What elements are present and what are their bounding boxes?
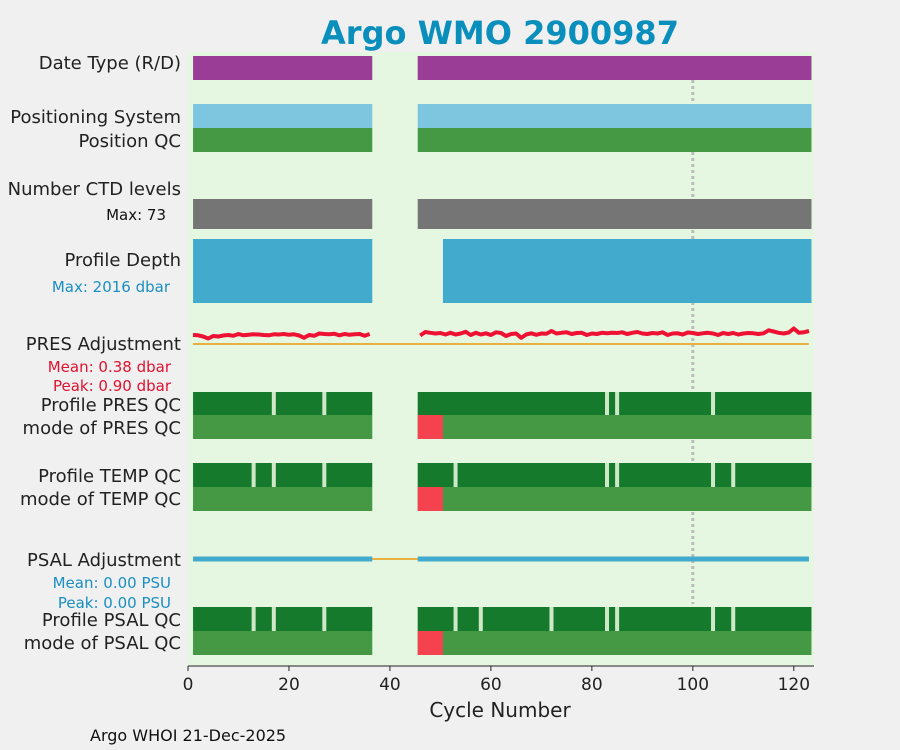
pres-adjustment-series — [192, 326, 810, 341]
mode-pres-qc-bar-seg-0 — [193, 415, 373, 439]
label-position-qc: Position QC — [78, 131, 181, 152]
label-profile-depth: Profile Depth — [64, 250, 181, 271]
profile-temp-qc-gap-104 — [711, 463, 716, 487]
profile-psal-qc-gap-85 — [615, 607, 620, 631]
label-mode-temp-qc: mode of TEMP QC — [20, 489, 181, 510]
ctd-levels-max: Max: 73 — [106, 206, 166, 224]
positioning-system-bar-seg-0 — [193, 104, 373, 128]
label-profile-temp-qc: Profile TEMP QC — [38, 466, 181, 487]
position-qc-bar-seg-0 — [193, 128, 373, 152]
mode-psal-qc-bad-0 — [417, 631, 443, 655]
profile-temp-qc-gap-17 — [271, 463, 276, 487]
label-date-type: Date Type (R/D) — [39, 53, 181, 74]
profile-psal-qc-bar-seg-1 — [417, 607, 812, 631]
profile-pres-qc-gap-104 — [711, 392, 716, 415]
label-mode-pres-qc: mode of PRES QC — [23, 418, 181, 439]
mode-temp-qc-bar-seg-1 — [417, 487, 812, 511]
date-type-bar-seg-1 — [417, 56, 812, 80]
profile-depth-bar-seg-0 — [193, 239, 373, 303]
profile-depth-max: Max: 2016 dbar — [52, 278, 171, 296]
row-labels: Date Type (R/D) Positioning System Posit… — [8, 53, 181, 654]
profile-temp-qc-gap-108 — [731, 463, 736, 487]
pres-adj-mean: Mean: 0.38 dbar — [48, 358, 172, 376]
footer-note: Argo WHOI 21-Dec-2025 — [90, 726, 286, 745]
profile-psal-qc-gap-13 — [251, 607, 256, 631]
profile-temp-qc-gap-85 — [615, 463, 620, 487]
x-tick-label-40: 40 — [379, 675, 401, 695]
chart-title: Argo WMO 2900987 — [321, 14, 679, 52]
profile-pres-qc-gap-27 — [322, 392, 327, 415]
profile-temp-qc-gap-27 — [322, 463, 327, 487]
plot-background — [188, 52, 814, 666]
profile-psal-qc-gap-83 — [605, 607, 610, 631]
profile-psal-qc-gap-72 — [549, 607, 554, 631]
chart-marks — [192, 56, 812, 655]
position-qc-bar-seg-1 — [417, 128, 812, 152]
profile-depth-bar-seg-1 — [442, 239, 812, 303]
profile-psal-qc-gap-53 — [453, 607, 458, 631]
mode-pres-qc-bad-0 — [417, 415, 443, 439]
positioning-system-bar-seg-1 — [417, 104, 812, 128]
mode-temp-qc-bar-seg-0 — [193, 487, 373, 511]
profile-psal-qc-gap-104 — [711, 607, 716, 631]
x-tick-label-100: 100 — [677, 675, 709, 695]
x-tick-label-0: 0 — [183, 675, 194, 695]
profile-temp-qc-gap-13 — [251, 463, 256, 487]
mode-psal-qc-bar-seg-1 — [417, 631, 812, 655]
label-pres-adjustment: PRES Adjustment — [26, 334, 181, 355]
profile-psal-qc-gap-17 — [271, 607, 276, 631]
profile-psal-qc-gap-58 — [478, 607, 483, 631]
date-type-bar-seg-0 — [193, 56, 373, 80]
profile-psal-qc-bar-seg-0 — [193, 607, 373, 631]
profile-pres-qc-gap-85 — [615, 392, 620, 415]
x-tick-label-20: 20 — [278, 675, 300, 695]
profile-temp-qc-bar-seg-1 — [417, 463, 812, 487]
mode-temp-qc-bad-0 — [417, 487, 443, 511]
label-positioning-system: Positioning System — [10, 107, 181, 128]
x-axis-label: Cycle Number — [429, 698, 571, 722]
profile-temp-qc-gap-83 — [605, 463, 610, 487]
profile-pres-qc-gap-17 — [271, 392, 276, 415]
psal-adj-peak: Peak: 0.00 PSU — [58, 594, 171, 612]
mode-psal-qc-bar-seg-0 — [193, 631, 373, 655]
x-axis-ticks: 0 20 40 60 80 100 120 — [183, 666, 810, 695]
psal-adj-mean: Mean: 0.00 PSU — [53, 574, 171, 592]
x-tick-label-60: 60 — [480, 675, 502, 695]
label-psal-adjustment: PSAL Adjustment — [27, 550, 181, 571]
profile-pres-qc-bar-seg-1 — [417, 392, 812, 415]
pres-adj-peak: Peak: 0.90 dbar — [53, 377, 172, 395]
profile-pres-qc-bar-seg-0 — [193, 392, 373, 415]
profile-pres-qc-gap-83 — [605, 392, 610, 415]
ctd-levels-bar-seg-0 — [193, 199, 373, 229]
profile-temp-qc-gap-53 — [453, 463, 458, 487]
mode-pres-qc-bar-seg-1 — [417, 415, 812, 439]
label-profile-psal-qc: Profile PSAL QC — [42, 610, 181, 631]
profile-psal-qc-gap-27 — [322, 607, 327, 631]
profile-temp-qc-bar-seg-0 — [193, 463, 373, 487]
x-tick-label-120: 120 — [778, 675, 810, 695]
label-profile-pres-qc: Profile PRES QC — [41, 395, 181, 416]
ctd-levels-bar-seg-1 — [417, 199, 812, 229]
label-mode-psal-qc: mode of PSAL QC — [24, 633, 181, 654]
profile-psal-qc-gap-108 — [731, 607, 736, 631]
x-tick-label-80: 80 — [581, 675, 603, 695]
label-ctd-levels: Number CTD levels — [8, 179, 181, 200]
